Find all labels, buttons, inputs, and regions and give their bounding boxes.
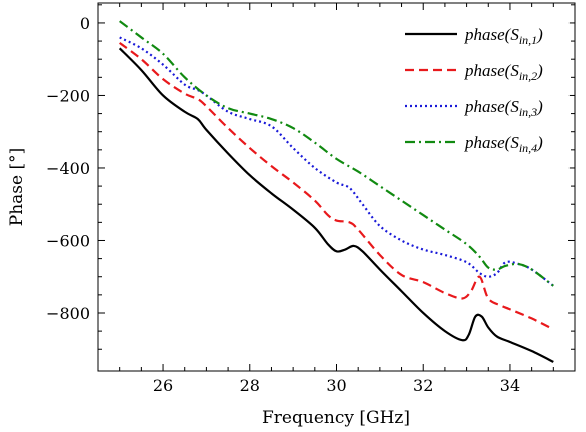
legend-box xyxy=(396,14,570,182)
y-tick-label: −400 xyxy=(46,159,90,178)
legend-label-2: phase(Sin,2) xyxy=(464,61,543,83)
axis-ticks: 26 28 30 32 34 0 −200 −400 −600 −800 xyxy=(46,3,575,395)
series-line-1 xyxy=(118,47,554,363)
legend: phase(Sin,1) phase(Sin,2) phase(Sin,3) phas… xyxy=(396,14,570,182)
legend-label-4: phase(Sin,4) xyxy=(464,133,543,155)
x-tick-label: 32 xyxy=(413,376,433,395)
y-axis-title: Phase [°] xyxy=(7,148,27,226)
series-layer xyxy=(118,20,554,363)
x-tick-label: 34 xyxy=(500,376,520,395)
legend-label-1: phase(Sin,1) xyxy=(464,25,543,47)
y-tick-label: −800 xyxy=(46,304,90,323)
legend-label-3: phase(Sin,3) xyxy=(464,97,543,119)
x-tick-label: 28 xyxy=(240,376,260,395)
y-tick-label: 0 xyxy=(80,14,90,33)
y-tick-label: −200 xyxy=(46,86,90,105)
x-axis-title: Frequency [GHz] xyxy=(262,408,410,428)
y-tick-label: −600 xyxy=(46,231,90,250)
x-tick-label: 26 xyxy=(153,376,173,395)
x-tick-label: 30 xyxy=(326,376,346,395)
series-line-2 xyxy=(119,42,554,331)
